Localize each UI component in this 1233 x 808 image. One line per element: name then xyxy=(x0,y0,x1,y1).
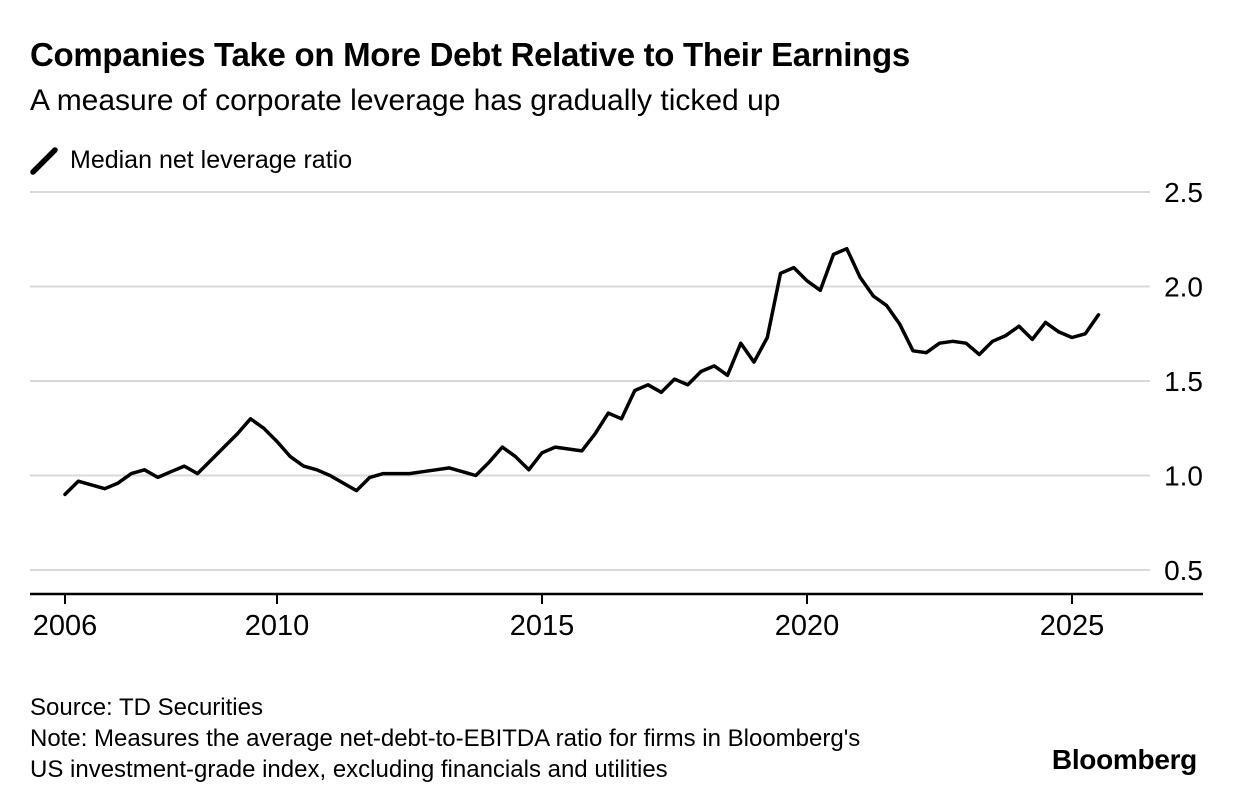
x-tick-label: 2025 xyxy=(1040,610,1105,642)
y-tick-label: 1.5 xyxy=(1164,366,1203,397)
bloomberg-logo: Bloomberg xyxy=(1051,744,1197,775)
leverage-chart-svg: 2.5 2.0 1.5 1.0 0.5 2006 2010 2015 2020 2025 xyxy=(30,177,1203,642)
chart-footnotes: Source: TD Securities Note: Measures the… xyxy=(30,692,860,785)
note-line-1: Note: Measures the average net-debt-to-E… xyxy=(30,725,861,752)
line-chart: 2.5 2.0 1.5 1.0 0.5 2006 2010 2015 2020 2025 xyxy=(0,172,1233,652)
y-tick-label: 0.5 xyxy=(1164,555,1203,586)
leverage-line xyxy=(63,246,1101,497)
x-tick-label: 2006 xyxy=(33,610,98,642)
chart-title: Companies Take on More Debt Relative to … xyxy=(30,36,910,73)
chart-legend: Median net leverage ratio xyxy=(30,146,352,175)
chart-subtitle: A measure of corporate leverage has grad… xyxy=(30,84,781,117)
source-text: Source: TD Securities xyxy=(30,694,263,721)
x-tick-label: 2020 xyxy=(775,610,840,642)
x-tick-label: 2015 xyxy=(510,610,575,642)
x-tick-label: 2010 xyxy=(245,610,310,642)
y-tick-label: 2.0 xyxy=(1164,272,1203,303)
y-tick-label: 2.5 xyxy=(1164,177,1203,208)
line-swatch-icon xyxy=(30,146,58,175)
note-line-2: US investment-grade index, excluding fin… xyxy=(30,756,668,783)
y-tick-label: 1.0 xyxy=(1164,461,1203,492)
legend-label: Median net leverage ratio xyxy=(70,146,353,174)
